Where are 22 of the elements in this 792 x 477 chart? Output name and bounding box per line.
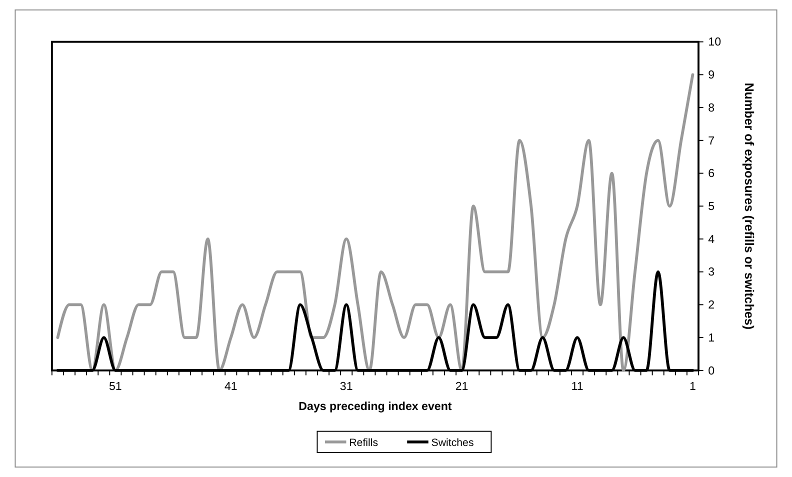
- y-tick-label: 3: [708, 266, 715, 279]
- x-tick-label: 41: [224, 380, 238, 393]
- y-tick-label: 7: [708, 135, 715, 148]
- legend-label: Switches: [431, 436, 474, 449]
- y-tick-label: 4: [708, 234, 716, 246]
- y-tick-label: 5: [708, 200, 715, 213]
- legend-label: Refills: [349, 436, 378, 449]
- x-tick-label: 21: [455, 380, 468, 393]
- y-tick-label: 1: [708, 332, 715, 344]
- x-tick-label: 51: [108, 380, 122, 393]
- x-tick-label: 1: [690, 380, 696, 393]
- y-tick-label: 9: [708, 70, 715, 82]
- line-series: [56, 73, 694, 372]
- x-tick-label: 31: [340, 380, 353, 393]
- x-tick-label: 11: [571, 380, 584, 393]
- y-tick-label: 8: [708, 102, 715, 114]
- y-tick-label: 0: [708, 365, 715, 378]
- x-axis-title: Days preceding index event: [298, 401, 452, 414]
- y-tick-label: 2: [708, 300, 715, 312]
- y-tick-label: 6: [708, 168, 715, 180]
- y-tick-label: 10: [708, 36, 722, 49]
- y-axis-title: Number of exposures (refills or switches): [742, 82, 756, 330]
